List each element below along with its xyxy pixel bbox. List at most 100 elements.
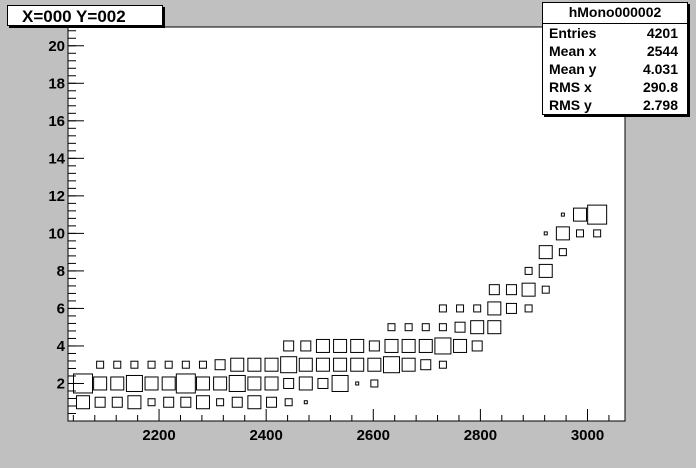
stats-value: 2.798	[642, 97, 678, 113]
histogram-bin	[438, 323, 447, 332]
histogram-bin	[113, 360, 122, 369]
stats-name: hMono000002	[543, 3, 687, 24]
x-tick-label: 3000	[571, 427, 604, 444]
y-tick-label: 18	[48, 75, 65, 92]
histogram-bin	[521, 282, 536, 297]
histogram-bin	[541, 285, 550, 294]
histogram-bin	[576, 229, 585, 238]
histogram-bin	[453, 338, 468, 353]
histogram-bin	[247, 357, 262, 372]
stats-row-mean-y: Mean y 4.031	[543, 60, 687, 78]
stats-value: 4.031	[642, 61, 678, 77]
histogram-bin	[175, 373, 196, 394]
histogram-bin	[283, 377, 295, 389]
histogram-bin	[315, 357, 330, 372]
histogram-bin	[587, 204, 608, 225]
histogram-bin	[298, 357, 313, 372]
histogram-bin	[317, 377, 329, 389]
histogram-bin	[368, 340, 380, 352]
histogram-bin	[418, 338, 433, 353]
histogram-bin	[538, 245, 553, 260]
x-tick-label: 2600	[357, 427, 390, 444]
stats-label: Mean x	[549, 43, 597, 59]
histogram-bin	[487, 301, 502, 316]
histogram-bin	[420, 359, 432, 371]
histogram-bin	[247, 395, 262, 410]
stats-value: 2544	[646, 43, 678, 59]
stats-value: 290.8	[642, 79, 678, 95]
histogram-bin	[438, 304, 447, 313]
histogram-bin	[401, 338, 416, 353]
histogram-bin	[401, 357, 416, 372]
y-tick-label: 8	[57, 263, 65, 280]
histogram-bin	[505, 302, 517, 314]
stats-row-entries: Entries 4201	[543, 24, 687, 42]
histogram-title: X=000 Y=002	[7, 5, 163, 26]
histogram-bin	[94, 396, 106, 408]
histogram-bin	[300, 340, 312, 352]
histogram-bin	[555, 226, 570, 241]
histogram-bin	[367, 357, 382, 372]
histogram-bin	[195, 376, 210, 391]
histogram-bin	[163, 396, 175, 408]
histogram-bin	[228, 374, 246, 392]
x-tick-label: 2200	[142, 427, 175, 444]
stats-box: hMono000002 Entries 4201 Mean x 2544 Mean …	[542, 2, 688, 115]
stats-row-mean-x: Mean x 2544	[543, 42, 687, 60]
histogram-bin	[560, 212, 565, 217]
y-tick-label: 2	[57, 375, 65, 392]
x-tick-label: 2400	[249, 427, 282, 444]
histogram-bin	[264, 376, 279, 391]
histogram-bin	[198, 360, 207, 369]
stats-value: 4201	[646, 25, 678, 41]
histogram-bin	[404, 323, 413, 332]
histogram-bin	[470, 320, 485, 335]
y-tick-label: 12	[48, 188, 65, 205]
histogram-bin	[96, 360, 105, 369]
histogram-bin	[130, 360, 139, 369]
histogram-bin	[213, 376, 228, 391]
histogram-bin	[298, 376, 313, 391]
histogram-bin	[333, 338, 348, 353]
histogram-bin	[333, 357, 348, 372]
histogram-bin	[216, 398, 225, 407]
histogram-bin	[382, 356, 400, 374]
x-tick-label: 2800	[464, 427, 497, 444]
histogram-bin	[164, 360, 173, 369]
plot-frame	[67, 26, 626, 422]
histogram-bin	[181, 360, 190, 369]
histogram-bin	[280, 356, 298, 374]
histogram-bin	[264, 357, 279, 372]
histogram-bin	[454, 321, 466, 333]
histogram-bin	[147, 398, 156, 407]
histogram-bin	[350, 338, 365, 353]
histogram-bin	[230, 357, 245, 372]
histogram-bin	[231, 396, 243, 408]
stats-row-rms-y: RMS y 2.798	[543, 96, 687, 114]
histogram-bin	[487, 320, 502, 335]
histogram-bin	[214, 359, 226, 371]
y-tick-label: 16	[48, 113, 65, 130]
histogram-bin	[434, 337, 452, 355]
histogram-bin	[147, 360, 156, 369]
histogram-bin	[75, 395, 90, 410]
histogram-bin	[471, 340, 483, 352]
stats-label: Entries	[549, 25, 597, 41]
histogram-bin	[524, 304, 533, 313]
histogram-bin	[144, 376, 159, 391]
stats-row-rms-x: RMS x 290.8	[543, 78, 687, 96]
histogram-bin	[350, 357, 365, 372]
histogram-bin	[180, 396, 192, 408]
histogram-bin	[370, 379, 379, 388]
histogram-bin	[161, 376, 176, 391]
histogram-bin	[505, 284, 517, 296]
histogram-bin	[573, 207, 588, 222]
histogram-bin	[111, 396, 123, 408]
histogram-bin	[284, 398, 293, 407]
y-tick-label: 6	[57, 300, 65, 317]
histogram-bin	[315, 338, 330, 353]
histogram-bin	[283, 340, 295, 352]
histogram-bin	[384, 338, 399, 353]
y-tick-label: 20	[48, 38, 65, 55]
